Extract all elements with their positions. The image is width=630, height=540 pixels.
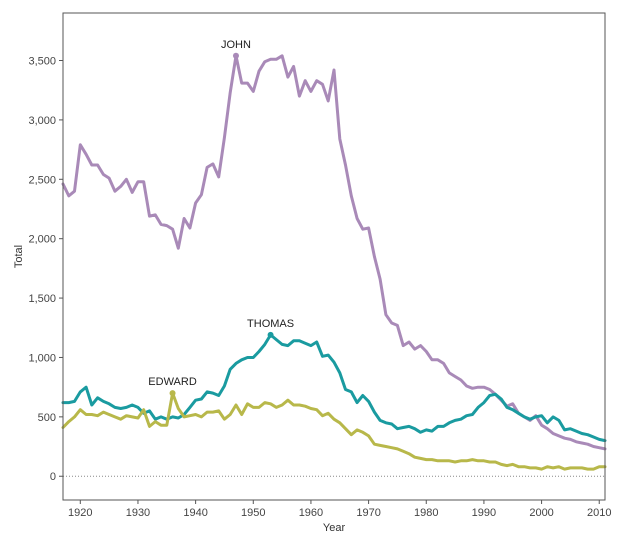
series-label-edward: EDWARD — [148, 376, 197, 388]
y-tick-label: 1,000 — [28, 352, 56, 364]
x-tick-label: 2010 — [587, 507, 611, 519]
series-line-thomas — [61, 333, 607, 443]
y-tick-label: 3,500 — [28, 56, 56, 68]
x-tick-label: 1960 — [299, 507, 323, 519]
x-tick-label: 1940 — [183, 507, 207, 519]
series-label-marker — [232, 52, 239, 59]
series-line-john — [61, 54, 607, 451]
y-axis-title: Total — [13, 245, 25, 268]
series-group — [61, 54, 607, 471]
y-tick-label: 0 — [50, 471, 56, 483]
x-tick-label: 1920 — [68, 507, 92, 519]
y-tick-label: 2,500 — [28, 174, 56, 186]
series-label-marker — [169, 390, 176, 397]
x-axis: 1920 1930 1940 1950 1960 1970 1980 1990 2000 2010 — [68, 500, 611, 519]
series-label-thomas: THOMAS — [247, 318, 294, 330]
series-label-group: JOHN THOMAS EDWARD — [148, 39, 294, 397]
x-axis-title: Year — [323, 522, 346, 534]
y-tick-label: 2,000 — [28, 234, 56, 246]
series-label-marker — [267, 331, 274, 338]
series-label-john: JOHN — [221, 39, 251, 51]
x-tick-label: 1930 — [126, 507, 150, 519]
y-tick-label: 1,500 — [28, 293, 56, 305]
series-line-edward — [61, 391, 607, 471]
y-tick-label: 3,000 — [28, 115, 56, 127]
x-tick-label: 1990 — [472, 507, 496, 519]
x-tick-label: 2000 — [529, 507, 553, 519]
y-tick-label: 500 — [38, 412, 56, 424]
x-tick-label: 1970 — [356, 507, 380, 519]
x-tick-label: 1980 — [414, 507, 438, 519]
y-axis: 0 500 1,000 1,500 2,000 2,500 3,000 3,500 — [28, 56, 63, 483]
plot-frame — [62, 12, 606, 501]
x-tick-label: 1950 — [241, 507, 265, 519]
